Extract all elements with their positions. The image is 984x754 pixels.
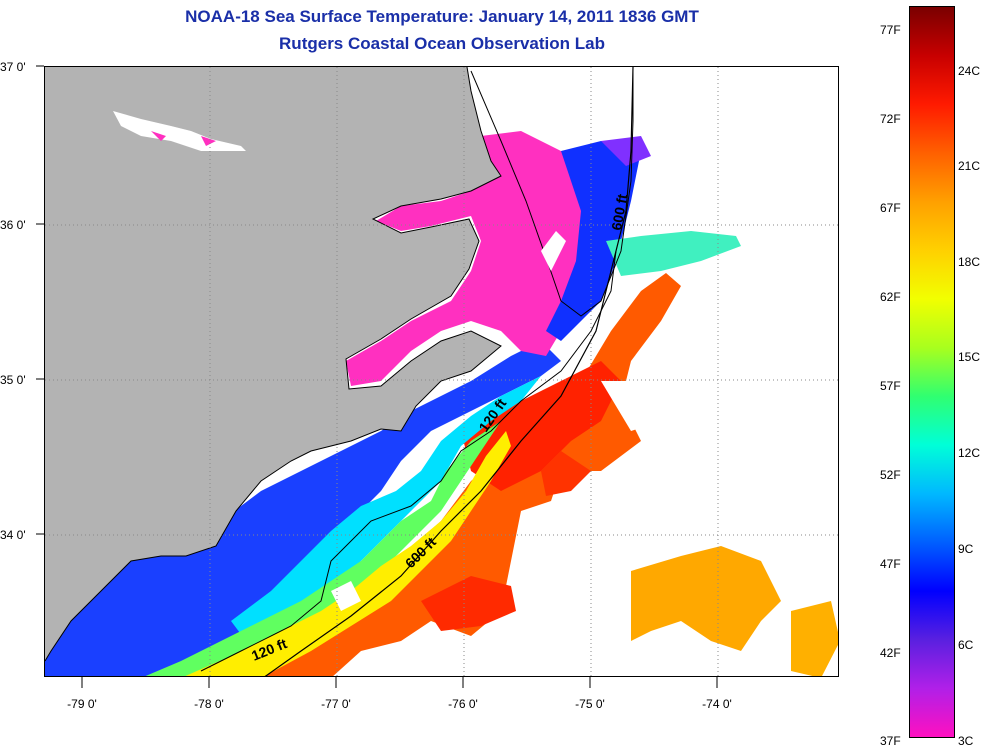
nearshore-cyan: [231, 376, 541, 661]
colorbar-f-37: 37F: [880, 734, 901, 748]
north-blue: [546, 141, 641, 341]
lon-label-76: -76 0': [448, 697, 478, 711]
colorbar-f-67: 67F: [880, 201, 901, 215]
colorbar-c-6: 6C: [958, 638, 974, 652]
colorbar-f-42: 42F: [880, 646, 901, 660]
land: [45, 67, 501, 661]
colorbar-f-72: 72F: [880, 112, 901, 126]
colorbar-f-57: 57F: [880, 379, 901, 393]
north-cyan: [606, 231, 741, 276]
red-patch-3: [541, 451, 591, 496]
colorbar-f-62: 62F: [880, 290, 901, 304]
lat-label-34: 34 0': [0, 528, 26, 542]
colorbar-c-12: 12C: [958, 446, 981, 460]
map-subtitle: Rutgers Coastal Ocean Observation Lab: [279, 34, 605, 53]
map-title: NOAA-18 Sea Surface Temperature: January…: [185, 7, 699, 26]
lat-label-35: 35 0': [0, 373, 26, 387]
inland-lake-magenta: [151, 131, 216, 146]
colorbar-c-15: 15C: [958, 350, 981, 364]
lon-label-78: -78 0': [194, 697, 224, 711]
lat-label-36: 36 0': [0, 218, 26, 232]
colorbar-f-77: 77F: [880, 23, 901, 37]
red-patch-2: [421, 576, 516, 631]
cloud-gap-2: [331, 581, 361, 611]
nearshore-yellow: [185, 431, 511, 676]
colorbar-c-21: 21C: [958, 159, 981, 173]
lon-label-75: -75 0': [575, 697, 605, 711]
coastline: [45, 67, 502, 662]
colorbar-f-47: 47F: [880, 557, 901, 571]
isobath-600ft: [264, 67, 634, 676]
lon-label-74: -74 0': [702, 697, 732, 711]
cloud-gap-3: [601, 381, 661, 431]
outer-banks: [470, 67, 634, 317]
graticule: [45, 67, 838, 676]
colorbar-c-3: 3C: [958, 734, 974, 748]
colorbar-c-18: 18C: [958, 255, 981, 269]
lon-label-77: -77 0': [321, 697, 351, 711]
cloud-gap-1: [541, 231, 566, 271]
nearshore-blue: [45, 341, 561, 676]
lon-label-79: -79 0': [67, 697, 97, 711]
orange-patch-east: [631, 546, 781, 651]
orange-patch-far-east: [791, 601, 838, 676]
sst-map: 600 ft 120 ft 600 ft 120 ft: [44, 66, 839, 677]
colorbar-c-9: 9C: [958, 542, 974, 556]
colorbar-f-52: 52F: [880, 468, 901, 482]
colorbar-c-24: 24C: [958, 64, 981, 78]
lat-label-37: 37 0': [0, 60, 26, 74]
isobath-120ft: [200, 250, 617, 672]
colorbar: [909, 6, 955, 738]
isobath-label-600-north: 600 ft: [608, 192, 630, 231]
north-purple: [601, 136, 651, 166]
